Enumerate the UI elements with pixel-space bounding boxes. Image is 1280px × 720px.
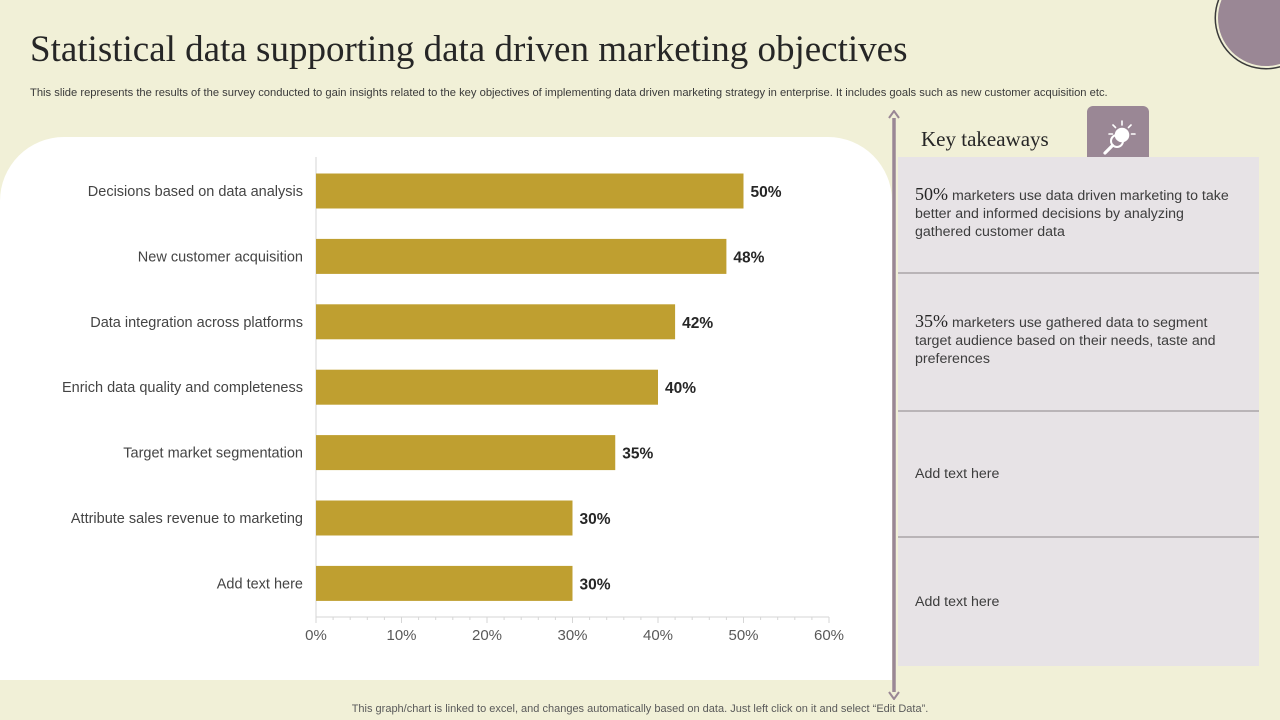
category-label: Add text here	[217, 576, 303, 592]
data-label: 50%	[751, 184, 782, 201]
x-tick-label: 30%	[557, 627, 587, 644]
takeaway-text: Add text here	[915, 466, 1000, 482]
chart-footer-note: This graph/chart is linked to excel, and…	[351, 703, 929, 715]
takeaway-item: 50% marketers use data driven marketing …	[898, 157, 1259, 274]
data-label: 30%	[580, 576, 611, 593]
bar[interactable]	[316, 304, 676, 340]
bar[interactable]	[316, 435, 616, 471]
category-label: Enrich data quality and completeness	[62, 380, 303, 396]
bar[interactable]	[316, 565, 573, 601]
takeaway-percent: 50%	[915, 184, 948, 204]
category-label: Attribute sales revenue to marketing	[71, 511, 303, 527]
takeaway-item: 35% marketers use gathered data to segme…	[898, 274, 1259, 412]
data-label: 42%	[682, 315, 713, 332]
takeaway-text: marketers use gathered data to segment t…	[915, 315, 1216, 367]
takeaways-list: 50% marketers use data driven marketing …	[898, 157, 1259, 666]
x-tick-label: 50%	[728, 627, 758, 644]
chart-panel: 0% 10% 20% 30% 40% 50% 60% Decisions based on d…	[0, 137, 892, 680]
takeaway-item: Add text here	[898, 538, 1259, 666]
bar-chart[interactable]: 0% 10% 20% 30% 40% 50% 60% Decisions based on d…	[0, 137, 892, 680]
category-label: New customer acquisition	[138, 249, 303, 265]
takeaway-percent: 35%	[915, 311, 948, 331]
x-tick-label: 40%	[643, 627, 673, 644]
bar[interactable]	[316, 500, 573, 536]
x-tick-label: 60%	[814, 627, 844, 644]
bar[interactable]	[316, 238, 727, 274]
slide-title: Statistical data supporting data driven …	[30, 29, 908, 70]
data-label: 30%	[580, 511, 611, 528]
vertical-divider-arrow	[888, 110, 900, 700]
data-label: 35%	[622, 446, 653, 463]
data-label: 40%	[665, 380, 696, 397]
category-label: Target market segmentation	[123, 446, 303, 462]
slide-subtitle: This slide represents the results of the…	[30, 87, 1108, 99]
x-tick-label: 10%	[386, 627, 416, 644]
corner-decoration-circle	[1218, 0, 1280, 66]
data-label: 48%	[733, 249, 764, 266]
takeaway-text: marketers use data driven marketing to t…	[915, 188, 1229, 240]
takeaway-item: Add text here	[898, 412, 1259, 538]
x-tick-label: 20%	[472, 627, 502, 644]
bar[interactable]	[316, 173, 744, 209]
x-tick-label: 0%	[305, 627, 327, 644]
takeaways-title: Key takeaways	[921, 127, 1049, 151]
category-label: Decisions based on data analysis	[88, 184, 303, 200]
bar[interactable]	[316, 369, 658, 405]
category-label: Data integration across platforms	[90, 315, 303, 331]
takeaway-text: Add text here	[915, 594, 1000, 610]
